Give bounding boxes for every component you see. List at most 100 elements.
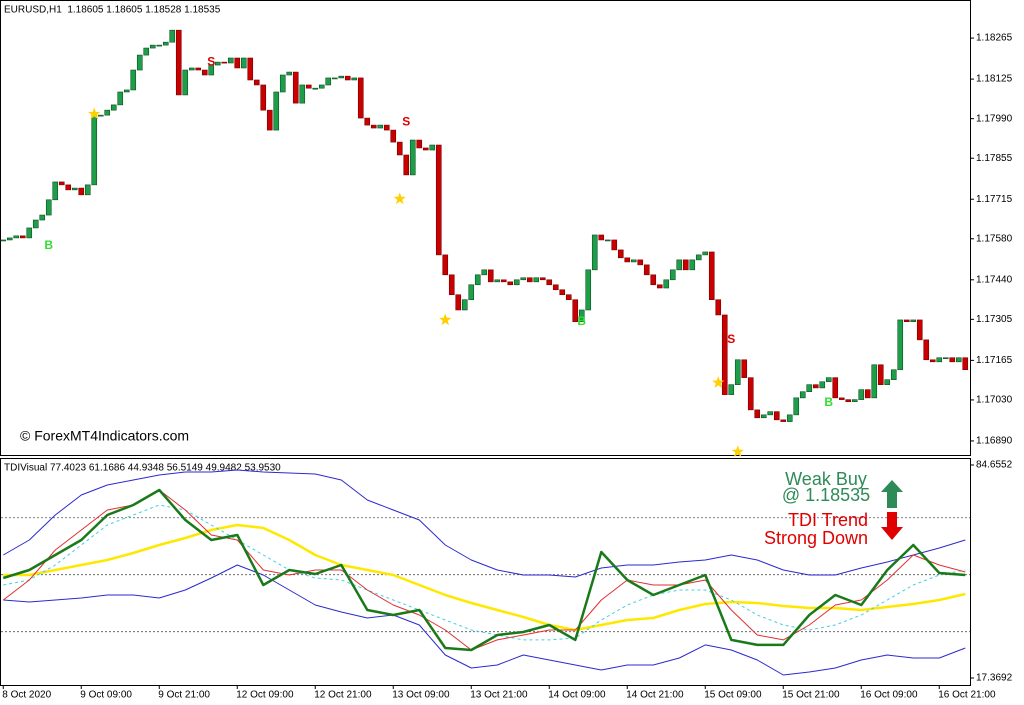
- candle: [58, 181, 65, 186]
- annotation: Strong Down: [764, 528, 868, 548]
- candle: [169, 29, 176, 43]
- y-tick-label: 84.6552: [976, 460, 1013, 471]
- indicator-line: [3, 469, 966, 578]
- candle: [286, 71, 293, 76]
- candle: [71, 187, 78, 191]
- annotation: Weak Buy: [785, 469, 867, 489]
- candle: [845, 399, 852, 402]
- candle: [19, 235, 26, 239]
- signal: B: [577, 314, 586, 328]
- x-tick-label: 9 Oct 21:00: [158, 690, 210, 701]
- candle: [513, 279, 520, 286]
- candle: [422, 147, 429, 151]
- candle: [858, 389, 865, 400]
- candle: [617, 249, 624, 259]
- up-arrow: [881, 480, 903, 508]
- candle: [838, 397, 845, 400]
- candle: [123, 89, 130, 93]
- candle: [903, 319, 910, 322]
- candle: [565, 294, 572, 301]
- candle: [929, 359, 936, 363]
- candle: [871, 364, 878, 399]
- candle: [916, 319, 923, 341]
- candle: [546, 279, 553, 286]
- candle: [591, 234, 598, 271]
- candle: [669, 269, 676, 281]
- candle: [702, 251, 709, 256]
- candle: [195, 67, 202, 71]
- candle: [318, 84, 325, 89]
- candle: [234, 57, 241, 69]
- candle: [39, 214, 46, 221]
- candle: [175, 29, 182, 96]
- candle: [598, 234, 605, 241]
- candle: [370, 124, 377, 129]
- candle: [442, 254, 449, 276]
- candle: [877, 364, 884, 385]
- candle: [936, 357, 943, 363]
- candle: [507, 281, 514, 286]
- candle: [897, 319, 904, 371]
- candle: [338, 75, 345, 79]
- x-tick-label: 16 Oct 21:00: [938, 690, 996, 701]
- signal: S: [727, 332, 735, 346]
- candle: [682, 259, 689, 271]
- x-tick-label: 8 Oct 2020: [2, 690, 51, 701]
- main-panel: [0, 0, 971, 456]
- x-tick-label: 13 Oct 21:00: [470, 690, 528, 701]
- candle: [734, 359, 741, 385]
- indicator-line: [3, 504, 966, 641]
- candle: [747, 377, 754, 411]
- candle: [689, 259, 696, 271]
- candle: [825, 377, 832, 383]
- candle: [188, 67, 195, 71]
- candle: [715, 299, 722, 316]
- y-tick-label: 1.18125: [976, 74, 1013, 85]
- candle: [663, 279, 670, 289]
- candle: [182, 69, 189, 96]
- star: [731, 445, 744, 457]
- candle: [409, 139, 416, 176]
- candle: [637, 259, 644, 266]
- candle: [708, 251, 715, 301]
- signal: B: [44, 238, 53, 252]
- candle: [728, 384, 735, 395]
- candle: [520, 277, 527, 281]
- watermark: © ForexMT4Indicators.com: [20, 428, 189, 444]
- candle: [552, 284, 559, 291]
- y-tick-label: 1.17715: [976, 194, 1013, 205]
- candle: [305, 84, 312, 89]
- y-tick-label: 1.17440: [976, 274, 1013, 285]
- candle: [299, 84, 306, 104]
- candle: [604, 239, 611, 242]
- candle: [539, 277, 546, 281]
- annotation: TDI Trend: [788, 510, 868, 530]
- candle: [435, 144, 442, 256]
- candle: [351, 77, 358, 81]
- candle: [201, 69, 208, 76]
- candle: [84, 184, 91, 196]
- candle: [799, 391, 806, 399]
- x-tick-label: 9 Oct 09:00: [80, 690, 132, 701]
- signal: S: [207, 54, 215, 68]
- candle: [149, 44, 156, 49]
- candle: [643, 264, 650, 276]
- candle: [110, 104, 117, 111]
- candle: [910, 319, 917, 322]
- candle: [221, 61, 228, 64]
- x-tick-label: 14 Oct 09:00: [548, 690, 606, 701]
- candle: [578, 309, 585, 322]
- candle: [890, 369, 897, 381]
- y-tick-label: 1.17855: [976, 153, 1013, 164]
- candle: [377, 124, 384, 129]
- candle: [266, 109, 273, 131]
- candle: [656, 284, 663, 289]
- candle: [494, 279, 501, 283]
- candle: [117, 91, 124, 106]
- y-tick-label: 1.16890: [976, 436, 1013, 447]
- y-tick-label: 1.17030: [976, 395, 1013, 406]
- star: [393, 192, 406, 205]
- candle: [624, 257, 631, 263]
